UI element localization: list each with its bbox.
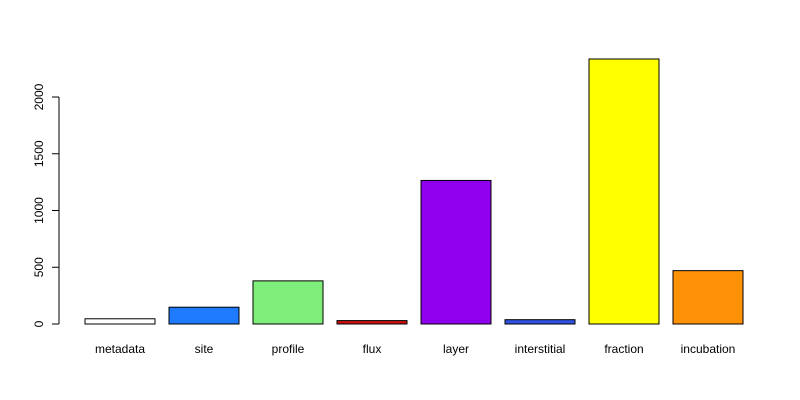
bars <box>84 58 744 325</box>
bar-fraction <box>588 58 660 325</box>
bar-metadata <box>84 318 156 325</box>
bar-flux <box>336 320 408 325</box>
y-tick-label: 500 <box>32 257 46 277</box>
x-label-layer: layer <box>443 342 469 356</box>
y-tick-label: 1500 <box>32 140 46 167</box>
x-label-flux: flux <box>363 342 382 356</box>
x-label-fraction: fraction <box>604 342 643 356</box>
bar-interstitial <box>504 319 576 325</box>
bar-incubation <box>672 270 744 325</box>
y-tick-label: 1000 <box>32 197 46 224</box>
x-label-interstitial: interstitial <box>515 342 566 356</box>
x-label-metadata: metadata <box>95 342 145 356</box>
x-axis-labels: metadata site profile flux layer interstitial… <box>95 342 735 356</box>
y-axis: 0 500 1000 1500 2000 <box>32 83 60 327</box>
y-tick-label: 0 <box>32 320 46 327</box>
x-label-profile: profile <box>272 342 305 356</box>
bar-profile <box>252 280 324 325</box>
bar-layer <box>420 179 492 325</box>
x-label-site: site <box>195 342 214 356</box>
bar-site <box>168 306 240 325</box>
x-label-incubation: incubation <box>681 342 736 356</box>
y-tick-label: 2000 <box>32 83 46 110</box>
